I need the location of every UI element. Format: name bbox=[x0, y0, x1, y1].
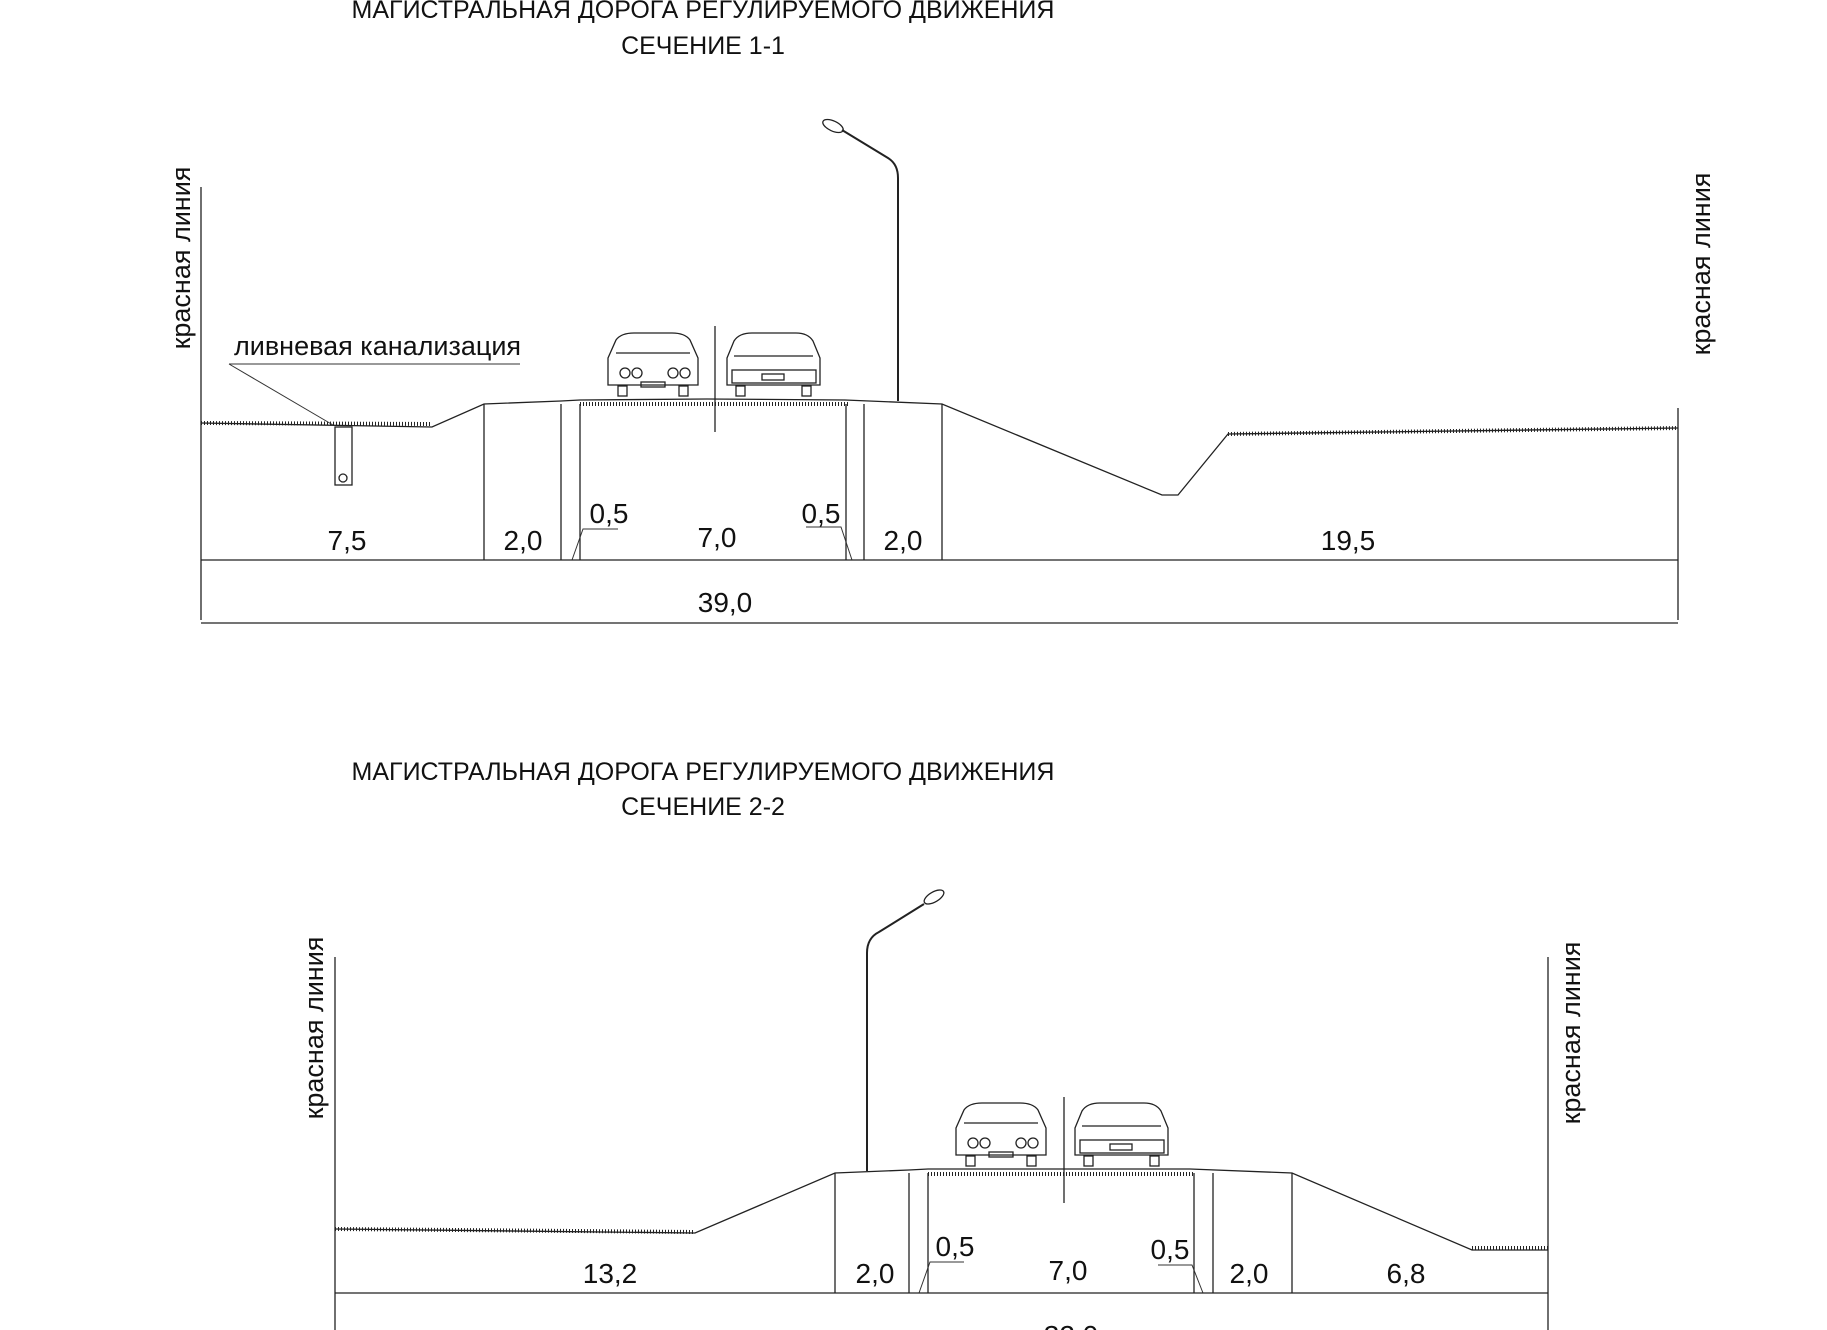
red-line-left-label: красная линия bbox=[166, 167, 196, 350]
dimension-label: 19,5 bbox=[1321, 525, 1376, 556]
car-front-icon bbox=[726, 332, 821, 397]
red-line-left-label: красная линия bbox=[299, 937, 329, 1120]
grass-hatch bbox=[1227, 426, 1679, 436]
curb-leader bbox=[806, 526, 853, 561]
total-dimension-label: 32,0 bbox=[1044, 1320, 1099, 1330]
dimension-label: 0,5 bbox=[590, 498, 629, 529]
dimension-label: 7,0 bbox=[1049, 1255, 1088, 1286]
section-1-1: МАГИСТРАЛЬНАЯ ДОРОГА РЕГУЛИРУЕМОГО ДВИЖЕ… bbox=[166, 0, 1716, 624]
total-dimension-label: 39,0 bbox=[698, 587, 753, 618]
car-rear-icon bbox=[607, 332, 699, 397]
street-lamp-icon bbox=[822, 118, 899, 401]
dimension-label: 0,5 bbox=[936, 1231, 975, 1262]
car-rear-icon bbox=[955, 1102, 1047, 1167]
red-line-right-label: красная линия bbox=[1686, 173, 1716, 356]
street-lamp-icon bbox=[866, 889, 945, 1171]
curb-leader bbox=[1158, 1264, 1204, 1294]
dimension-label: 2,0 bbox=[1230, 1258, 1269, 1289]
dimension-label: 7,0 bbox=[698, 522, 737, 553]
section-1-subtitle: СЕЧЕНИЕ 1-1 bbox=[621, 32, 785, 60]
leader-line bbox=[228, 363, 334, 426]
dimension-label: 6,8 bbox=[1387, 1258, 1426, 1289]
dimension-label: 2,0 bbox=[504, 525, 543, 556]
dimension-label: 7,5 bbox=[328, 525, 367, 556]
dimension-label: 0,5 bbox=[1151, 1234, 1190, 1265]
dimension-label: 2,0 bbox=[884, 525, 923, 556]
section-2-2: МАГИСТРАЛЬНАЯ ДОРОГА РЕГУЛИРУЕМОГО ДВИЖЕ… bbox=[299, 758, 1586, 1330]
ground-profile bbox=[334, 1168, 1548, 1251]
red-line-right-label: красная линия bbox=[1556, 942, 1586, 1125]
dimension-label: 13,2 bbox=[583, 1258, 638, 1289]
dimension-label: 2,0 bbox=[856, 1258, 895, 1289]
curb-leader bbox=[571, 528, 618, 561]
ground-profile bbox=[200, 398, 1679, 496]
section-1-title: МАГИСТРАЛЬНАЯ ДОРОГА РЕГУЛИРУЕМОГО ДВИЖЕ… bbox=[352, 0, 1055, 24]
grass-hatch bbox=[200, 421, 433, 426]
grass-hatch bbox=[334, 1227, 696, 1234]
storm-drain-icon bbox=[334, 426, 353, 486]
dimension-label: 0,5 bbox=[802, 498, 841, 529]
storm-drain-label: ливневая канализация bbox=[234, 331, 521, 361]
curb-leader bbox=[918, 1261, 964, 1294]
section-2-subtitle: СЕЧЕНИЕ 2-2 bbox=[621, 793, 785, 821]
section-2-title: МАГИСТРАЛЬНАЯ ДОРОГА РЕГУЛИРУЕМОГО ДВИЖЕ… bbox=[352, 758, 1055, 786]
car-front-icon bbox=[1074, 1102, 1169, 1167]
